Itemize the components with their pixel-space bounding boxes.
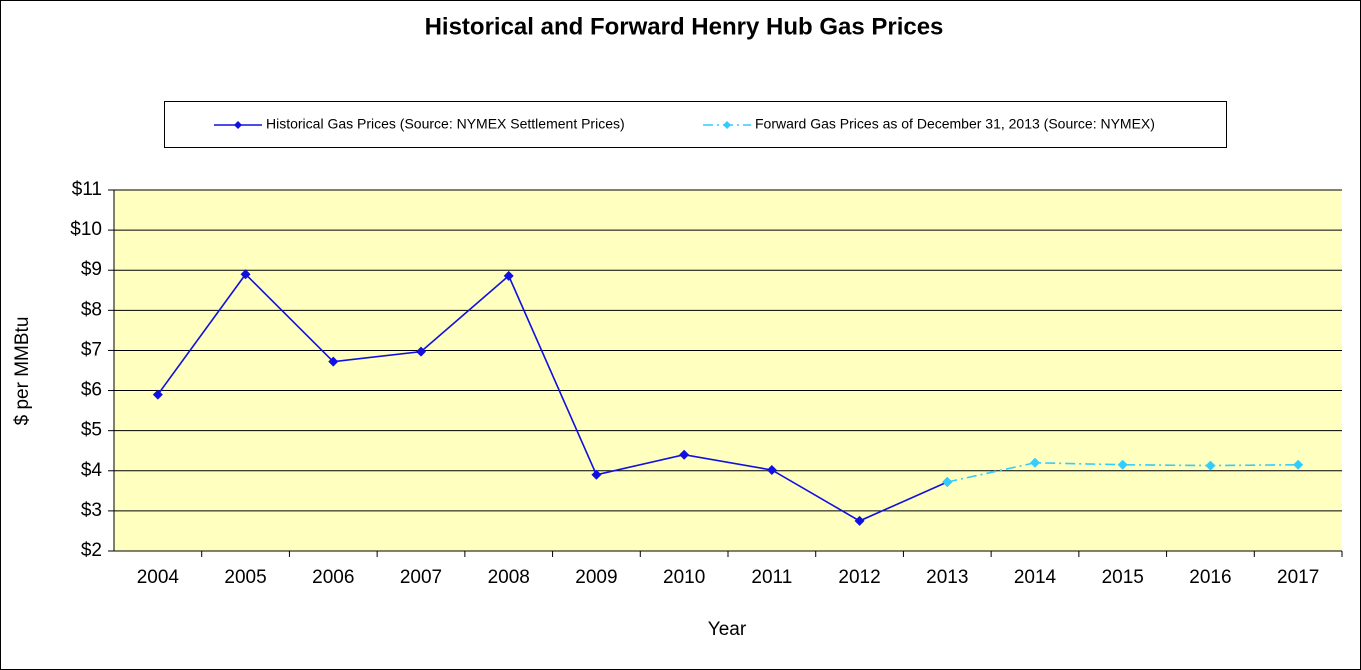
marker	[240, 269, 251, 280]
marker	[854, 515, 865, 526]
marker	[503, 270, 514, 281]
x-tick-label: 2010	[663, 567, 705, 588]
x-tick-label: 2017	[1277, 567, 1319, 588]
legend-box	[164, 101, 1227, 148]
x-tick-label: 2009	[575, 567, 617, 588]
y-tick-label: $4	[81, 460, 103, 481]
x-tick-label: 2005	[224, 567, 266, 588]
legend-label: Historical Gas Prices (Source: NYMEX Set…	[266, 116, 625, 132]
x-tick-label: 2007	[400, 567, 442, 588]
marker	[679, 449, 690, 460]
x-axis-label: Year	[708, 619, 747, 640]
y-tick-label: $6	[81, 380, 102, 401]
marker	[1117, 459, 1128, 470]
y-tick-label: $9	[81, 259, 102, 280]
marker	[591, 469, 602, 480]
x-tick-label: 2013	[926, 567, 968, 588]
series-line	[947, 461, 1299, 483]
marker	[328, 356, 339, 367]
y-tick-label: $2	[81, 540, 102, 561]
x-tick-label: 2012	[838, 567, 880, 588]
y-tick-label: $3	[81, 500, 102, 521]
x-tick-label: 2015	[1102, 567, 1144, 588]
legend-marker	[723, 121, 731, 129]
series-line	[157, 273, 948, 522]
x-tick-label: 2014	[1014, 567, 1057, 588]
legend-label: Forward Gas Prices as of December 31, 20…	[755, 116, 1155, 132]
chart-title: Historical and Forward Henry Hub Gas Pri…	[425, 13, 944, 40]
x-tick-label: 2004	[137, 567, 180, 588]
marker	[766, 464, 777, 475]
y-tick-label: $11	[72, 179, 102, 200]
x-tick-label: 2011	[751, 567, 792, 588]
marker	[1205, 460, 1216, 471]
marker	[942, 477, 953, 488]
x-tick-label: 2016	[1189, 567, 1231, 588]
plot-area	[114, 190, 1342, 551]
x-tick-label: 2008	[488, 567, 530, 588]
y-tick-label: $7	[81, 339, 102, 360]
marker	[1293, 459, 1304, 470]
marker	[416, 346, 426, 357]
y-tick-label: $5	[81, 420, 102, 441]
y-axis-label: $ per MMBtu	[12, 317, 33, 426]
y-tick-label: $10	[70, 219, 102, 240]
marker	[152, 389, 163, 400]
legend-marker	[234, 121, 242, 129]
y-tick-label: $8	[81, 299, 102, 320]
x-tick-label: 2006	[312, 567, 354, 588]
marker	[1030, 457, 1040, 468]
